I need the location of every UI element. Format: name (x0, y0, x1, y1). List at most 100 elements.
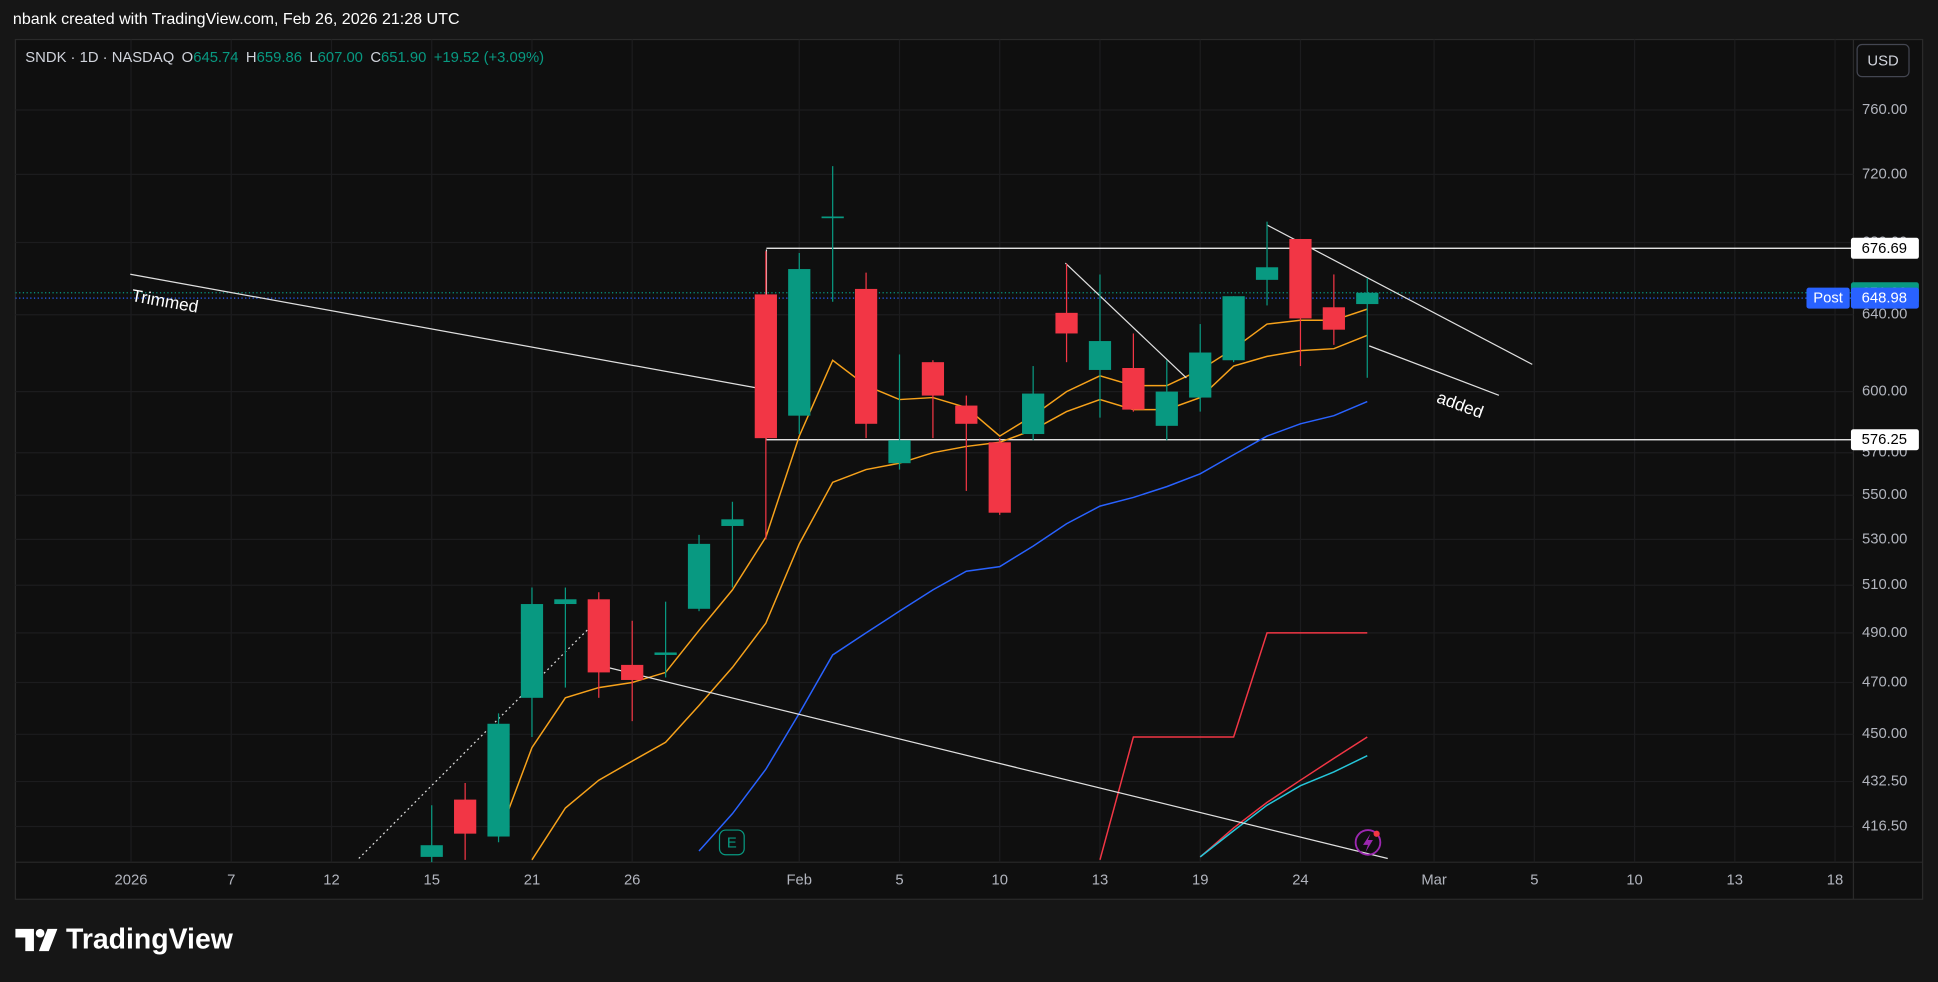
candle-body (921, 362, 945, 396)
x-tick-label: Mar (1421, 873, 1447, 889)
icon-dot (1373, 830, 1380, 837)
candle-body (1155, 391, 1178, 426)
candle-body (988, 442, 1011, 513)
icon-bolt (1363, 833, 1373, 853)
post-tag-box (1806, 287, 1850, 309)
post-price-label: 648.98 (1862, 291, 1907, 307)
candle-body (487, 723, 510, 837)
x-tick-label: 7 (227, 873, 235, 889)
x-tick-label: 10 (991, 873, 1007, 889)
candle-body (654, 652, 677, 655)
y-tick-label: 760.00 (1862, 102, 1907, 118)
x-tick-label: 21 (524, 873, 540, 889)
candle-body (788, 269, 811, 416)
trendline (1064, 262, 1187, 379)
trendline (130, 273, 757, 389)
currency-button[interactable] (1856, 43, 1910, 78)
y-tick-label: 550.00 (1862, 487, 1907, 503)
candle-body (1122, 368, 1145, 410)
currency[interactable]: USD (1867, 54, 1898, 70)
axes: 416.50 432.50 450.00 470.00 490.00 510.00 530.… (115, 102, 1919, 889)
candle-body (420, 845, 443, 857)
candle-body (687, 543, 711, 609)
earnings-marker: E (718, 829, 745, 856)
candle-body (1356, 292, 1379, 305)
y-tick-label: 640.00 (1862, 307, 1907, 323)
y-tick-label: 470.00 (1862, 674, 1907, 690)
logo-slash (38, 928, 58, 952)
price-label: 576.25 (1862, 432, 1907, 448)
x-tick-label: 24 (1292, 873, 1308, 889)
candle-body (520, 604, 544, 698)
candle-body (1322, 307, 1345, 330)
x-tick-label: 18 (1827, 873, 1843, 889)
y-tick-label: 510.00 (1862, 577, 1907, 593)
indicator-line (1099, 632, 1368, 861)
x-tick-label: 5 (1530, 873, 1538, 889)
candle-body (821, 216, 844, 219)
candle-body (1189, 352, 1212, 398)
x-tick-label: 26 (624, 873, 640, 889)
brand: TradingView (66, 924, 234, 956)
o-value: 645.74 (193, 50, 238, 66)
post-price-box (1850, 287, 1919, 309)
x-tick-label: 19 (1192, 873, 1208, 889)
candle-body (621, 664, 644, 680)
dividend-icon (1354, 829, 1382, 856)
candle-body (1255, 267, 1279, 280)
h-label: H (246, 50, 257, 66)
logo-shape (15, 928, 34, 952)
l-label: L (309, 50, 317, 66)
price-label-box (1850, 429, 1919, 451)
h-value: 659.86 (257, 50, 302, 66)
candle-body (754, 294, 777, 439)
candle-body (721, 519, 744, 526)
post-tag: Post (1813, 291, 1843, 307)
y-tick-label: 432.50 (1862, 773, 1907, 789)
change: +19.52 (+3.09%) (434, 50, 544, 66)
price-label: 676.69 (1862, 241, 1907, 257)
legend: SNDK · 1D · NASDAQ O645.74 H659.86 L607.00 C… (25, 50, 544, 66)
candle-body (955, 405, 978, 424)
x-tick-label: Feb (786, 873, 812, 889)
candle-body (1289, 238, 1312, 319)
candle-body (1022, 393, 1045, 435)
candle-body (554, 599, 577, 605)
candles (420, 166, 1379, 863)
logo-dot (35, 928, 45, 938)
candle-body (854, 288, 878, 424)
indicator-line (698, 400, 1368, 852)
candle-body (1088, 341, 1112, 370)
y-tick-label: 450.00 (1862, 726, 1907, 742)
c-value: 651.90 (381, 50, 426, 66)
x-tick-label: 13 (1727, 873, 1743, 889)
c-label: C (370, 50, 381, 66)
x-tick-label: 15 (423, 873, 439, 889)
x-tick-label: 5 (895, 873, 903, 889)
x-tick-label: 12 (323, 873, 339, 889)
candle-body (1222, 296, 1245, 361)
candle-body (1055, 312, 1078, 334)
o-label: O (182, 50, 194, 66)
indicator-line (1199, 755, 1368, 858)
y-tick-label: 490.00 (1862, 625, 1907, 641)
chart-panel (14, 38, 1924, 900)
y-tick-label: 720.00 (1862, 166, 1907, 182)
x-tick-label: 13 (1092, 873, 1108, 889)
brand-logo (15, 928, 58, 952)
l-value: 607.00 (318, 50, 363, 66)
x-tick-label: 10 (1626, 873, 1642, 889)
trendline (1368, 345, 1500, 396)
indicator-line (1199, 736, 1368, 858)
indicator-line (531, 334, 1368, 861)
icon-ring (1354, 829, 1382, 856)
symbol: SNDK · 1D · NASDAQ (25, 50, 174, 66)
event-label: E (727, 836, 737, 852)
y-tick-label: 600.00 (1862, 384, 1907, 400)
candle-body (587, 599, 610, 673)
trendline (605, 666, 1388, 860)
header: nbank created with TradingView.com, Feb … (13, 10, 460, 28)
x-tick-label: 2026 (115, 873, 148, 889)
